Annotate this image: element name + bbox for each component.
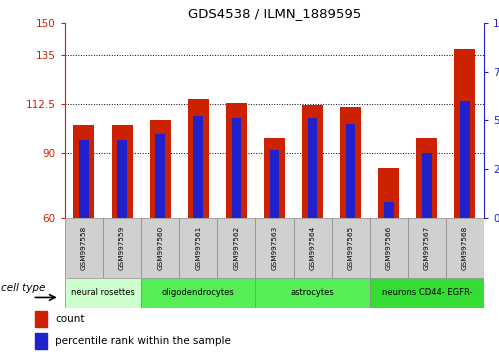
Bar [332,218,370,278]
Bar [255,218,293,278]
Bar [422,154,432,218]
Bar [293,218,332,278]
Text: astrocytes: astrocytes [291,289,334,297]
Bar [217,218,255,278]
Bar [446,218,484,278]
Text: count: count [55,314,84,324]
Bar [232,118,241,218]
Bar [73,125,94,218]
Text: GSM997563: GSM997563 [271,226,277,270]
Bar [112,125,133,218]
Bar [370,218,408,278]
Text: GSM997562: GSM997562 [234,226,240,270]
Text: GSM997568: GSM997568 [462,226,468,270]
Bar [226,103,247,218]
Title: GDS4538 / ILMN_1889595: GDS4538 / ILMN_1889595 [188,7,361,21]
Bar [65,278,141,308]
Bar [264,138,285,218]
Bar [408,218,446,278]
Text: neural rosettes: neural rosettes [71,289,135,297]
Text: GSM997567: GSM997567 [424,226,430,270]
Bar [35,311,47,327]
Bar [384,202,394,218]
Text: neurons CD44- EGFR-: neurons CD44- EGFR- [382,289,472,297]
Bar [155,134,165,218]
Text: cell type: cell type [1,284,46,293]
Text: oligodendrocytes: oligodendrocytes [162,289,235,297]
Bar [35,333,47,349]
Bar [255,278,370,308]
Bar [302,105,323,218]
Text: GSM997566: GSM997566 [386,226,392,270]
Bar [141,278,255,308]
Bar [194,116,203,218]
Text: percentile rank within the sample: percentile rank within the sample [55,336,231,346]
Text: GSM997560: GSM997560 [157,226,163,270]
Bar [150,120,171,218]
Bar [346,124,355,218]
Bar [308,118,317,218]
Text: GSM997565: GSM997565 [348,226,354,270]
Bar [79,140,89,218]
Bar [416,138,437,218]
Bar [188,99,209,218]
Bar [370,278,484,308]
Bar [340,107,361,218]
Bar [460,101,470,218]
Bar [141,218,179,278]
Bar [269,150,279,218]
Text: GSM997559: GSM997559 [119,226,125,270]
Text: GSM997561: GSM997561 [195,226,201,270]
Text: GSM997558: GSM997558 [81,226,87,270]
Bar [103,218,141,278]
Bar [179,218,217,278]
Bar [117,140,127,218]
Text: GSM997564: GSM997564 [309,226,315,270]
Bar [65,218,103,278]
Bar [378,168,399,218]
Bar [455,49,476,218]
